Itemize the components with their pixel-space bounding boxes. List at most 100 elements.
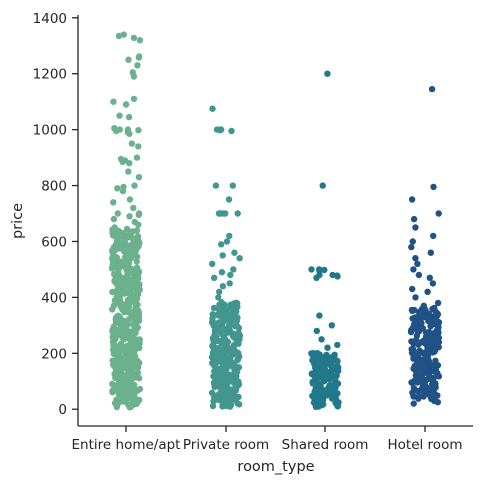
data-point [231,249,238,256]
data-point [412,314,419,321]
data-point [134,369,142,376]
data-point [130,73,138,80]
y-tick-label: 1200 [33,67,67,83]
data-point [236,255,243,262]
data-point [319,182,326,189]
data-point [323,351,330,359]
data-point [133,258,140,265]
data-point [235,378,242,385]
data-point [313,327,320,335]
data-point [126,160,133,167]
data-point [135,143,142,150]
data-point [125,56,132,63]
data-point [211,274,218,281]
data-point [334,341,341,349]
data-point [130,204,137,212]
data-point [410,266,417,273]
y-axis-label: price [10,203,26,239]
data-point [114,312,122,319]
data-point [435,343,442,351]
data-point [136,37,144,44]
data-point [334,362,341,370]
data-point [331,351,338,358]
data-point [434,399,441,406]
data-point [412,224,419,231]
data-point [324,344,331,351]
data-point [125,113,133,121]
data-point [411,306,418,314]
data-point [219,252,226,259]
data-point [409,238,416,245]
data-points [108,31,443,411]
data-point [130,95,138,103]
data-point [218,241,225,248]
data-point [430,232,437,240]
data-point [110,199,117,206]
data-point [126,213,133,220]
data-point [109,380,116,388]
data-point [119,187,127,195]
data-point [418,365,426,372]
data-point [216,210,223,217]
data-point [408,346,415,353]
data-point [114,185,121,192]
data-point [308,350,315,357]
data-point [112,127,120,135]
data-point [228,127,235,135]
data-point [110,98,117,105]
data-point [109,357,116,364]
x-tick-label: Hotel room [388,437,463,453]
data-point [428,85,436,93]
data-point [127,242,134,249]
data-point [408,196,416,203]
data-point [110,215,118,223]
data-point [116,112,123,119]
data-point [113,396,120,403]
data-point [219,283,227,290]
data-point [126,130,133,137]
data-point [230,266,237,273]
y-tick-label: 1400 [33,11,67,27]
x-axis-label: room_type [237,459,314,475]
data-point [226,280,233,287]
data-point [235,329,242,336]
data-point [308,266,315,273]
data-point [229,182,236,189]
data-point [133,154,141,161]
data-point [216,288,223,295]
data-point [111,224,118,231]
data-point [123,356,130,363]
data-point [134,233,142,240]
data-point [126,196,134,203]
data-point [135,54,143,61]
data-point [135,174,143,181]
data-point [218,299,225,306]
y-tick-label: 800 [41,179,67,195]
data-point [334,273,341,280]
data-point [429,305,436,313]
y-tick-label: 400 [41,290,67,306]
data-point [114,210,122,217]
data-point [225,196,233,203]
data-point [410,400,417,407]
data-point [410,384,418,392]
y-tick-label: 200 [41,346,67,362]
data-point [133,227,141,234]
data-point [125,168,132,175]
data-point [412,294,419,301]
data-point [424,288,431,295]
data-point [324,70,331,77]
x-tick-label: Entire home/apt [72,437,181,453]
data-point [123,225,131,233]
data-point [212,182,220,189]
data-point [209,341,217,349]
data-point [117,259,124,266]
data-point [227,271,234,279]
data-point [119,158,126,165]
data-point [113,287,121,294]
data-point [214,344,222,352]
data-point [134,324,141,331]
data-point [215,294,222,301]
data-point [420,302,427,309]
data-point [209,260,216,267]
